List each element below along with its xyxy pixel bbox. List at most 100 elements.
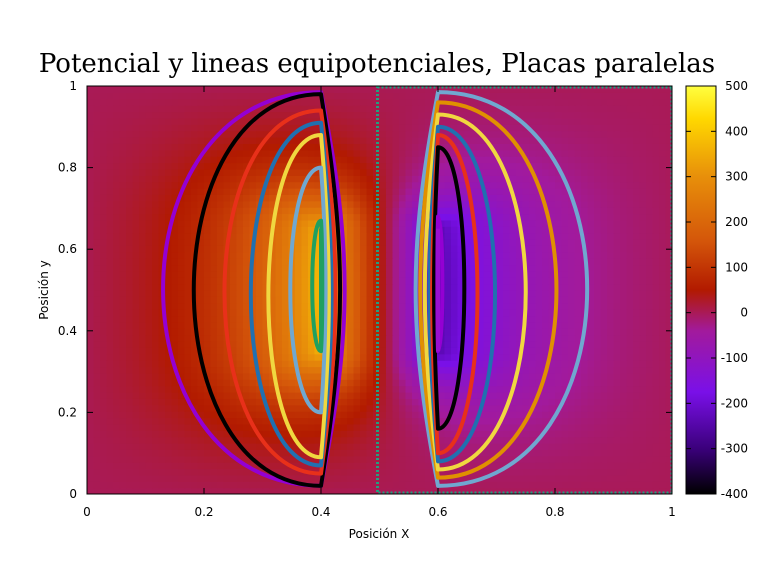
heatmap-cell xyxy=(496,334,504,342)
heatmap-cell xyxy=(353,175,361,183)
heatmap-cell xyxy=(113,474,121,482)
heatmap-cell xyxy=(217,283,225,291)
heatmap-cell xyxy=(87,321,95,329)
heatmap-cell xyxy=(613,302,621,310)
heatmap-cell xyxy=(412,207,420,215)
heatmap-cell xyxy=(568,436,576,444)
heatmap-cell xyxy=(464,264,472,272)
heatmap-cell xyxy=(483,181,491,189)
heatmap-cell xyxy=(613,481,621,489)
heatmap-cell xyxy=(503,290,511,297)
heatmap-cell xyxy=(87,392,95,399)
heatmap-cell xyxy=(139,219,147,227)
heatmap-cell xyxy=(405,309,413,317)
heatmap-cell xyxy=(477,481,485,489)
heatmap-cell xyxy=(347,251,355,259)
heatmap-cell xyxy=(197,430,205,438)
heatmap-cell xyxy=(340,423,348,431)
heatmap-cell xyxy=(295,321,303,329)
heatmap-cell xyxy=(412,353,420,361)
heatmap-cell xyxy=(178,296,186,304)
heatmap-cell xyxy=(314,239,322,246)
heatmap-cell xyxy=(301,315,309,323)
heatmap-cell xyxy=(113,487,121,494)
heatmap-cell xyxy=(451,194,459,202)
heatmap-cell xyxy=(509,417,517,425)
heatmap-cell xyxy=(503,309,511,317)
heatmap-cell xyxy=(106,239,114,246)
heatmap-cell xyxy=(659,321,667,329)
heatmap-cell xyxy=(295,474,303,482)
heatmap-cell xyxy=(607,321,615,329)
heatmap-cell xyxy=(152,245,160,253)
heatmap-cell xyxy=(184,162,192,170)
heatmap-cell xyxy=(503,423,511,431)
heatmap-cell xyxy=(295,462,303,470)
heatmap-cell xyxy=(496,487,504,494)
heatmap-cell xyxy=(93,487,101,494)
heatmap-cell xyxy=(561,385,569,393)
heatmap-cell xyxy=(548,264,556,272)
heatmap-cell xyxy=(457,245,465,253)
heatmap-cell xyxy=(379,443,387,450)
heatmap-cell xyxy=(295,264,303,272)
heatmap-cell xyxy=(399,315,407,323)
heatmap-cell xyxy=(308,156,316,164)
heatmap-cell xyxy=(145,270,153,278)
heatmap-cell xyxy=(366,315,374,323)
heatmap-cell xyxy=(639,226,647,234)
heatmap-cell xyxy=(249,392,257,399)
heatmap-cell xyxy=(633,481,641,489)
heatmap-cell xyxy=(256,353,264,361)
heatmap-cell xyxy=(256,347,264,355)
heatmap-cell xyxy=(600,360,608,368)
heatmap-cell xyxy=(223,188,231,195)
heatmap-cell xyxy=(100,264,108,272)
heatmap-cell xyxy=(548,283,556,291)
heatmap-cell xyxy=(158,328,166,336)
heatmap-cell xyxy=(366,449,374,457)
heatmap-cell xyxy=(178,162,186,170)
heatmap-cell xyxy=(152,455,160,463)
heatmap-cell xyxy=(451,264,459,272)
heatmap-cell xyxy=(607,175,615,183)
heatmap-cell xyxy=(334,449,342,457)
heatmap-cell xyxy=(171,436,179,444)
heatmap-cell xyxy=(152,200,160,208)
heatmap-cell xyxy=(659,474,667,482)
heatmap-cell xyxy=(243,156,251,164)
heatmap-cell xyxy=(243,251,251,259)
heatmap-cell xyxy=(509,468,517,476)
heatmap-cell xyxy=(490,417,498,425)
heatmap-cell xyxy=(113,468,121,476)
heatmap-cell xyxy=(308,341,316,348)
heatmap-cell xyxy=(295,487,303,494)
heatmap-cell xyxy=(535,321,543,329)
heatmap-cell xyxy=(483,245,491,253)
heatmap-cell xyxy=(581,385,589,393)
heatmap-cell xyxy=(158,226,166,234)
heatmap-cell xyxy=(620,341,628,348)
heatmap-cell xyxy=(243,474,251,482)
heatmap-cell xyxy=(126,366,134,374)
heatmap-cell xyxy=(113,181,121,189)
heatmap-cell xyxy=(230,423,238,431)
heatmap-cell xyxy=(145,277,153,285)
heatmap-cell xyxy=(158,411,166,419)
heatmap-cell xyxy=(223,181,231,189)
heatmap-cell xyxy=(555,245,563,253)
heatmap-cell xyxy=(360,411,368,419)
heatmap-cell xyxy=(665,162,672,170)
heatmap-cell xyxy=(119,143,127,151)
heatmap-cell xyxy=(119,315,127,323)
heatmap-cell xyxy=(178,353,186,361)
heatmap-cell xyxy=(594,436,602,444)
heatmap-cell xyxy=(152,321,160,329)
heatmap-cell xyxy=(204,251,212,259)
heatmap-cell xyxy=(132,436,140,444)
heatmap-cell xyxy=(152,270,160,278)
heatmap-cell xyxy=(451,251,459,259)
heatmap-cell xyxy=(594,302,602,310)
heatmap-cell xyxy=(353,462,361,470)
heatmap-cell xyxy=(223,137,231,144)
